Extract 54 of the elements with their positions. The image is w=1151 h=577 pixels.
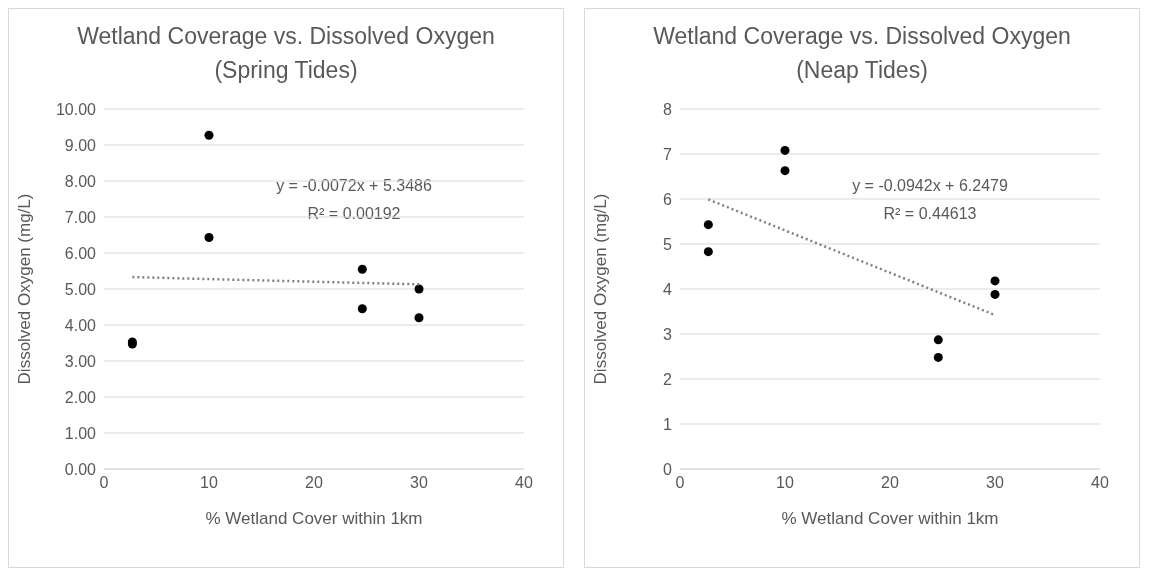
point [933,352,943,362]
point [414,284,424,294]
x-tick-label: 40 [1091,474,1109,492]
x-axis-title: % Wetland Cover within 1km [205,509,423,528]
y-tick-label: 3.00 [64,352,97,370]
y-tick-label: 2 [663,370,673,388]
point [204,130,214,140]
x-tick-label: 30 [986,474,1004,492]
point [357,264,367,274]
x-tick-label: 20 [881,474,899,492]
annotation: R² = 0.44613 [882,205,978,223]
y-tick-label: 8.00 [64,172,97,190]
y-tick-label: 8 [663,100,673,118]
chart-title: Wetland Coverage vs. Dissolved Oxygen (Neap Tides) [652,22,1072,85]
x-tick-label: 20 [305,474,323,492]
annotation: y = -0.0072x + 5.3486 [275,177,433,195]
y-tick-label: 4.00 [64,316,97,334]
y-tick-label: 7 [663,145,673,163]
point [357,304,367,314]
y-tick-label: 1.00 [64,424,97,442]
y-tick-label: 9.00 [64,136,97,154]
y-tick-label: 4 [663,280,673,298]
x-tick-label: 40 [515,474,533,492]
y-tick-label: 1 [663,415,673,433]
y-tick-label: 5.00 [64,280,97,298]
point [780,166,790,176]
point [703,247,713,257]
x-tick-label: 0 [99,474,109,492]
x-tick-label: 0 [675,474,685,492]
y-tick-label: 6 [663,190,673,208]
point [703,220,713,230]
annotation: y = -0.0942x + 6.2479 [851,177,1009,195]
x-axis-title: % Wetland Cover within 1km [781,509,999,528]
x-tick-label: 10 [776,474,794,492]
point [414,313,424,323]
x-tick-label: 10 [200,474,218,492]
annotation: R² = 0.00192 [306,205,402,223]
y-tick-label: 0.00 [64,460,97,478]
x-tick-label: 30 [410,474,428,492]
point [990,276,1000,286]
point [204,233,214,243]
y-tick-label: 6.00 [64,244,97,262]
point [990,289,1000,299]
y-tick-label: 0 [663,460,673,478]
y-tick-label: 5 [663,235,673,253]
point [780,145,790,155]
y-tick-label: 7.00 [64,208,97,226]
chart-title: Wetland Coverage vs. Dissolved Oxygen (Spring Tides) [76,22,496,85]
y-tick-label: 10.00 [55,100,97,118]
point [933,335,943,345]
y-tick-label: 3 [663,325,673,343]
y-axis-title: Dissolved Oxygen (mg/L) [591,193,611,385]
y-tick-label: 2.00 [64,388,97,406]
y-axis-title: Dissolved Oxygen (mg/L) [15,193,35,385]
